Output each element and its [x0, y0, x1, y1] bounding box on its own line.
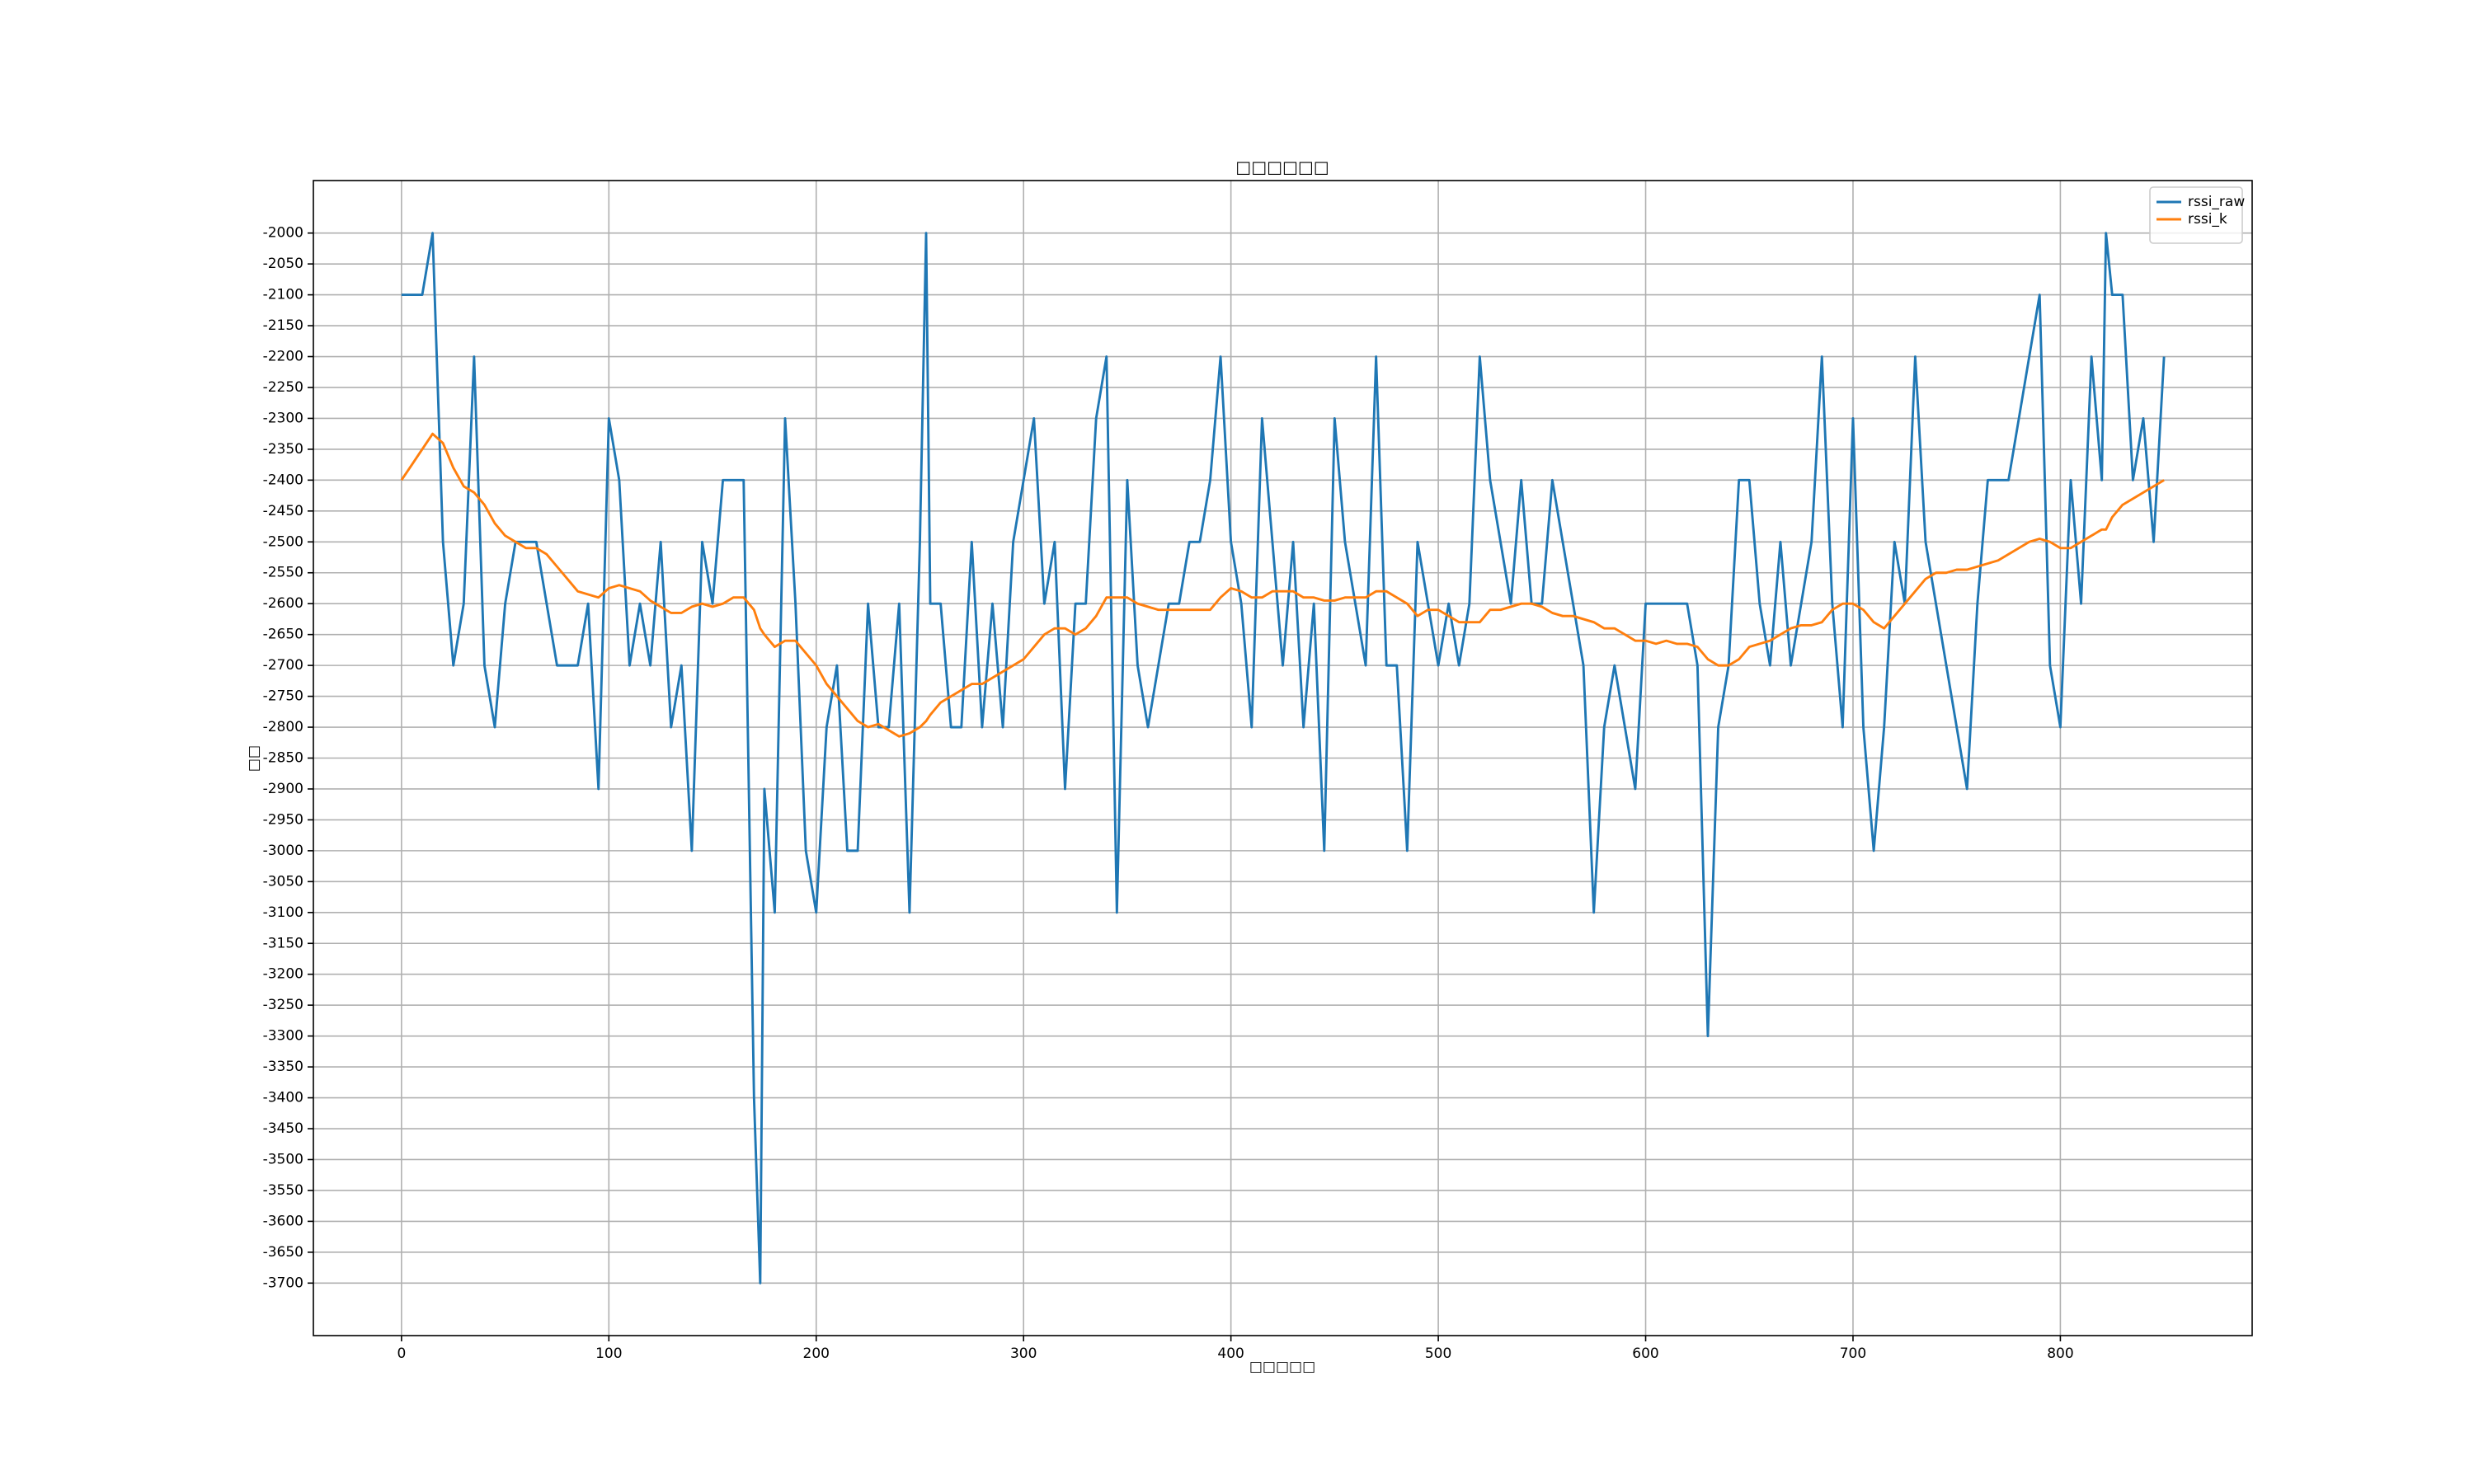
y-tick-label: -2950 — [263, 811, 303, 828]
y-tick-label: -3100 — [263, 904, 303, 921]
y-tick-label: -3050 — [263, 873, 303, 890]
y-tick-label: -3450 — [263, 1120, 303, 1137]
chart-title: □□□□□□ — [1235, 157, 1329, 177]
y-tick-label: -2350 — [263, 441, 303, 458]
y-tick-label: -2000 — [263, 225, 303, 242]
y-tick-label: -2650 — [263, 627, 303, 643]
y-tick-label: -2800 — [263, 719, 303, 735]
y-tick-label: -2450 — [263, 503, 303, 519]
x-tick-label: 300 — [1010, 1345, 1037, 1362]
y-tick-label: -2100 — [263, 287, 303, 303]
y-tick-label: -2850 — [263, 750, 303, 767]
y-tick-label: -3650 — [263, 1244, 303, 1261]
x-tick-label: 200 — [803, 1345, 830, 1362]
y-tick-label: -2300 — [263, 410, 303, 426]
legend-label: rssi_k — [2188, 211, 2227, 228]
y-tick-label: -2750 — [263, 688, 303, 705]
y-tick-label: -3600 — [263, 1213, 303, 1229]
x-axis-label: □□□□□ — [1249, 1359, 1315, 1375]
y-tick-label: -2500 — [263, 533, 303, 550]
y-tick-label: -2250 — [263, 379, 303, 396]
y-tick-label: -3250 — [263, 997, 303, 1013]
y-tick-label: -2600 — [263, 595, 303, 612]
x-tick-label: 100 — [595, 1345, 622, 1362]
y-tick-label: -3550 — [263, 1182, 303, 1199]
y-tick-label: -2550 — [263, 565, 303, 581]
y-tick-label: -2700 — [263, 657, 303, 674]
x-tick-label: 400 — [1217, 1345, 1244, 1362]
y-tick-label: -3700 — [263, 1275, 303, 1291]
y-tick-label: -3400 — [263, 1090, 303, 1106]
x-tick-label: 0 — [397, 1345, 406, 1362]
y-tick-label: -3300 — [263, 1028, 303, 1045]
y-tick-label: -2150 — [263, 317, 303, 334]
y-tick-label: -3000 — [263, 843, 303, 859]
y-axis-label: □□ — [246, 745, 262, 772]
y-tick-label: -3150 — [263, 935, 303, 951]
y-tick-label: -2400 — [263, 472, 303, 488]
x-tick-label: 700 — [1840, 1345, 1866, 1362]
x-tick-label: 500 — [1425, 1345, 1451, 1362]
plot-frame — [313, 180, 2253, 1336]
y-tick-label: -3350 — [263, 1059, 303, 1075]
x-tick-label: 600 — [1632, 1345, 1658, 1362]
x-tick-label: 800 — [2047, 1345, 2073, 1362]
y-tick-label: -3200 — [263, 966, 303, 983]
line-series — [400, 432, 2165, 738]
legend-label: rssi_raw — [2188, 194, 2245, 210]
y-tick-label: -2900 — [263, 781, 303, 797]
y-tick-label: -3500 — [263, 1151, 303, 1167]
y-tick-label: -2200 — [263, 349, 303, 365]
y-tick-label: -2050 — [263, 256, 303, 272]
line-series — [401, 232, 2166, 1284]
